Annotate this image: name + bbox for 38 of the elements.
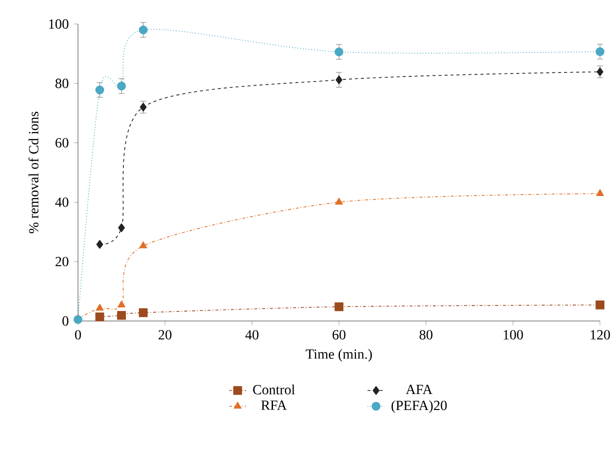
point <box>96 240 104 249</box>
x-tick-label: 120 <box>590 330 610 340</box>
x-tick-label: 20 <box>158 330 172 340</box>
x-tick-label: 40 <box>245 330 258 340</box>
x-tick-label: 80 <box>420 330 432 340</box>
point <box>335 198 343 205</box>
point <box>117 82 126 90</box>
point <box>138 308 148 318</box>
x-tick-label: 0 <box>75 330 81 340</box>
point <box>138 26 148 34</box>
point <box>74 315 82 324</box>
point <box>334 48 344 56</box>
point <box>117 310 126 320</box>
point <box>596 189 604 196</box>
point <box>596 47 604 56</box>
legend-label: (PEFA)20 <box>392 400 447 413</box>
y-tick-label: 20 <box>56 256 68 266</box>
point <box>336 75 342 84</box>
point <box>95 312 104 322</box>
legend-label: AFA <box>406 384 432 394</box>
legend-label: Control <box>253 384 295 394</box>
y-tick-label: 80 <box>55 78 68 88</box>
x-axis-title: Time (min.) <box>306 349 372 362</box>
y-axis-title: % removal of Cd ions <box>28 112 38 234</box>
point <box>118 223 125 232</box>
y-tick-label: 40 <box>55 197 68 207</box>
point <box>334 302 344 312</box>
point <box>596 300 604 310</box>
y-tick-label: 100 <box>49 19 68 29</box>
x-tick-label: 100 <box>504 330 523 340</box>
y-tick-label: 0 <box>62 316 68 326</box>
y-tick-label: 60 <box>56 138 68 148</box>
point <box>118 300 126 308</box>
legend-label: RFA <box>261 400 287 410</box>
point <box>95 86 104 94</box>
point <box>96 304 104 311</box>
point <box>139 241 148 248</box>
x-tick-label: 60 <box>332 330 346 340</box>
